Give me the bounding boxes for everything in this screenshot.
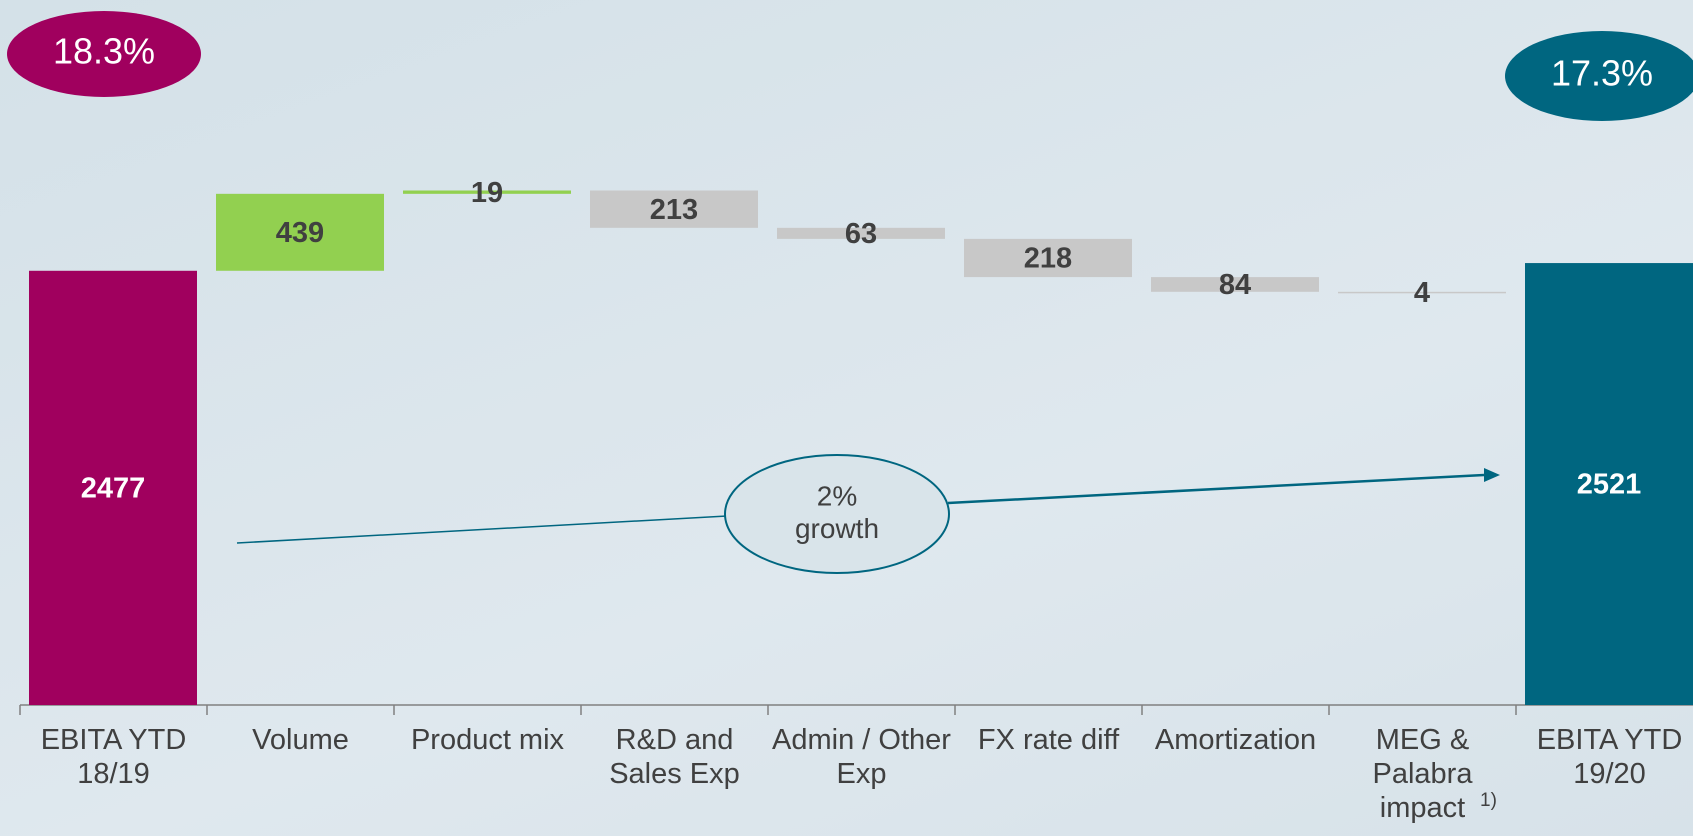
- category-label: EBITA YTD 18/19: [40, 724, 187, 791]
- category-label: FX rate diff: [977, 724, 1120, 756]
- bar: [964, 238, 1132, 278]
- bar: [777, 227, 945, 239]
- bar: [1525, 263, 1693, 705]
- start-margin: 18.3%: [53, 31, 155, 72]
- growth-line: [236, 515, 728, 544]
- bar: [216, 193, 384, 271]
- growth-arrow: [947, 473, 1485, 505]
- value-label: 2477: [81, 473, 146, 505]
- category-label: Product mix: [410, 724, 565, 756]
- value-label: 218: [1024, 243, 1072, 275]
- growth-label: 2% growth: [795, 481, 879, 544]
- start-margin-badge: [7, 11, 201, 97]
- bar: [1151, 277, 1319, 292]
- category-label: MEG & Palabra impact: [1372, 724, 1473, 825]
- category-label: R&D and Sales Exp: [609, 724, 740, 791]
- category-label: Amortization: [1154, 724, 1317, 756]
- value-label: 19: [471, 177, 503, 209]
- bar: [1338, 291, 1506, 294]
- footnote-marker: 1): [1480, 790, 1497, 811]
- category-label: Volume: [252, 724, 349, 756]
- category-label: EBITA YTD 19/20: [1536, 724, 1683, 791]
- end-margin: 17.3%: [1551, 53, 1653, 94]
- value-label: 4: [1414, 277, 1430, 309]
- value-label: 63: [845, 218, 877, 250]
- end-margin-badge: [1505, 31, 1693, 121]
- bar: [29, 270, 197, 705]
- bar: [403, 190, 571, 194]
- value-label: 439: [276, 217, 324, 249]
- value-label: 2521: [1577, 469, 1642, 501]
- growth-text-line: growth: [795, 513, 879, 544]
- bar: [590, 190, 758, 228]
- growth-ellipse: [724, 454, 950, 574]
- arrow-head: [1484, 468, 1500, 482]
- value-label: 213: [650, 194, 698, 226]
- value-label: 84: [1219, 269, 1251, 301]
- category-label: Admin / Other Exp: [772, 724, 951, 791]
- growth-text-line: 2%: [817, 481, 857, 512]
